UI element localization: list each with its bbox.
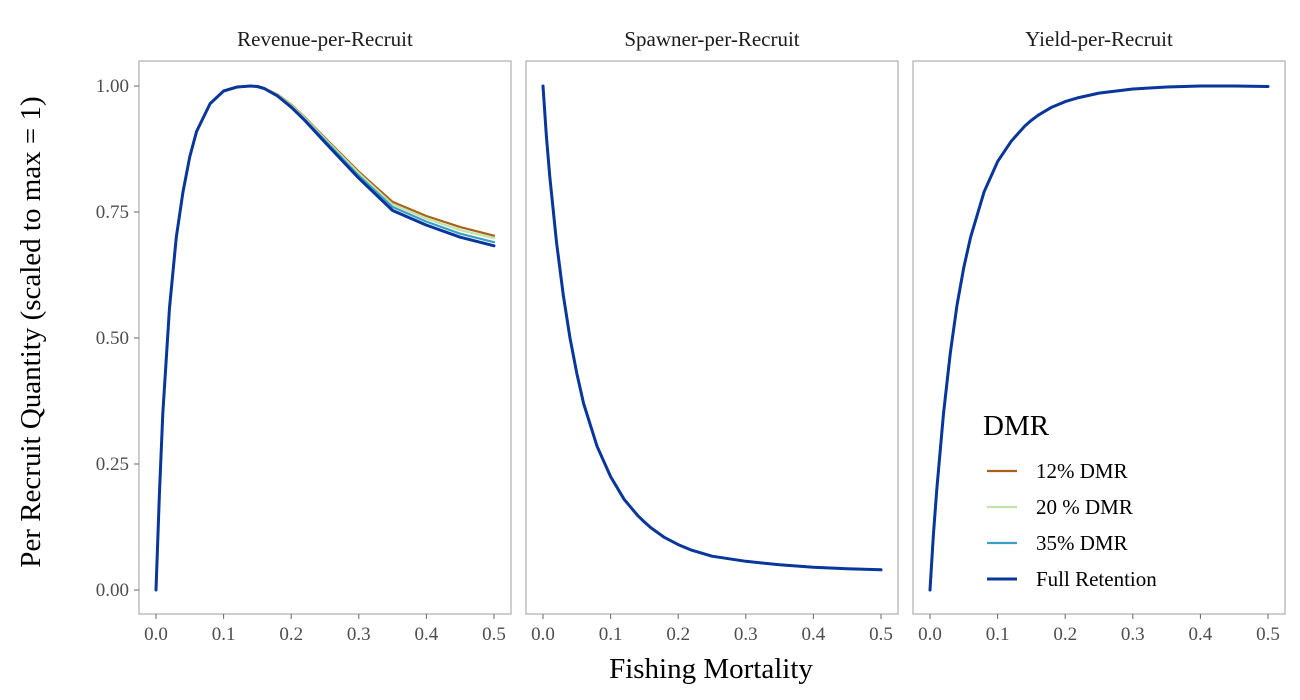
legend-label: 35% DMR: [1036, 531, 1128, 555]
panel-spawner-per-recruit: Spawner-per-Recruit 0.0 0.1 0.2 0.3 0.4 0.5: [525, 27, 899, 645]
series-line-12-dmr: [154, 84, 496, 592]
x-axis-title: Fishing Mortality: [609, 653, 813, 685]
y-tick-label: 0.75: [96, 202, 129, 223]
legend-item-35-dmr: 35% DMR: [987, 531, 1128, 555]
y-tick-label: 0.25: [96, 454, 129, 475]
legend-label: 20 % DMR: [1036, 495, 1133, 519]
panel-revenue-per-recruit: Revenue-per-Recruit 0.0 0.1 0.2 0.3 0.4 0.5 0.0…: [96, 27, 512, 645]
legend-item-12-dmr: 12% DMR: [987, 459, 1128, 483]
x-tick-label: 0.4: [1189, 624, 1213, 645]
x-tick-label: 0.2: [666, 624, 690, 645]
panel-border: [525, 60, 899, 615]
panel-border: [912, 60, 1286, 615]
series-line-full-retention: [154, 84, 496, 592]
x-tick-label: 0.3: [347, 624, 371, 645]
y-tick-label: 1.00: [96, 76, 129, 97]
x-tick-label: 0.5: [869, 624, 893, 645]
series-line-12-dmr: [541, 84, 883, 571]
x-tick-label: 0.4: [802, 624, 826, 645]
panel-title: Revenue-per-Recruit: [237, 27, 413, 51]
x-tick-label: 0.5: [1256, 624, 1280, 645]
x-tick-label: 0.1: [212, 624, 236, 645]
series-line-full-retention: [541, 84, 883, 572]
panel-title: Spawner-per-Recruit: [624, 27, 799, 51]
facet-panels: Revenue-per-Recruit 0.0 0.1 0.2 0.3 0.4 0.5 0.0…: [96, 27, 1286, 645]
y-tick-label: 0.50: [96, 328, 129, 349]
legend-title: DMR: [983, 410, 1050, 442]
x-tick-label: 0.4: [415, 624, 439, 645]
x-tick-label: 0.0: [531, 624, 555, 645]
y-axis-title: Per Recruit Quantity (scaled to max = 1): [15, 96, 47, 567]
x-tick-label: 0.3: [1121, 624, 1145, 645]
x-tick-label: 0.0: [918, 624, 942, 645]
legend: DMR 12% DMR 20 % DMR 35% DMR Full Retention: [983, 410, 1157, 591]
y-tick-label: 0.00: [96, 580, 129, 601]
series-line-20-dmr: [541, 84, 883, 571]
x-tick-label: 0.1: [599, 624, 623, 645]
legend-item-20-dmr: 20 % DMR: [987, 495, 1133, 519]
x-tick-label: 0.2: [279, 624, 303, 645]
panel-yield-per-recruit: Yield-per-Recruit 0.0 0.1 0.2 0.3 0.4 0.5: [912, 27, 1286, 645]
panel-title: Yield-per-Recruit: [1025, 27, 1173, 51]
legend-label: 12% DMR: [1036, 459, 1128, 483]
legend-item-full-retention: Full Retention: [987, 567, 1157, 591]
series-line-35-dmr: [541, 84, 883, 571]
x-tick-label: 0.2: [1053, 624, 1077, 645]
x-tick-label: 0.1: [986, 624, 1010, 645]
x-tick-label: 0.0: [144, 624, 168, 645]
series-line-full-retention: [928, 84, 1270, 592]
legend-label: Full Retention: [1036, 567, 1157, 591]
x-tick-label: 0.5: [482, 624, 506, 645]
x-tick-label: 0.3: [734, 624, 758, 645]
series-line-35-dmr: [154, 84, 496, 592]
series-line-20-dmr: [154, 84, 496, 592]
